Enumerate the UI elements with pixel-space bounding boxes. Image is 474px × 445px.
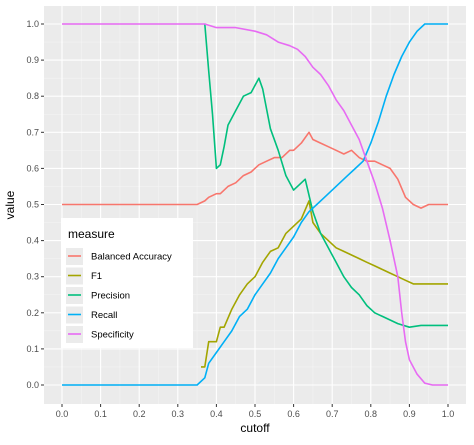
legend-item-precision: Precision <box>66 287 130 304</box>
series-line-balanced-accuracy <box>62 131 448 209</box>
y-axis: 0.0 0.1 0.2 0.3 0.4 0.5 0.6 0.7 0.8 0.9 1.0 <box>26 19 44 390</box>
x-tick-label: 0.2 <box>133 409 146 419</box>
x-tick-label: 0.0 <box>56 409 69 419</box>
legend-item-specificity: Specificity <box>66 326 134 343</box>
series-line-precision <box>204 23 448 328</box>
x-axis-label: cutoff <box>240 421 270 435</box>
x-tick-label: 0.8 <box>365 409 378 419</box>
series-line-recall <box>62 23 448 386</box>
y-tick-label: 0.5 <box>26 200 39 210</box>
x-tick-label: 0.3 <box>172 409 185 419</box>
legend: measure Balanced Accuracy F1 Precision Reca… <box>61 218 193 348</box>
legend-items: Balanced Accuracy F1 Precision Recall Specif… <box>66 248 172 343</box>
y-tick-label: 1.0 <box>26 19 39 29</box>
legend-label: Specificity <box>91 330 134 341</box>
x-tick-label: 0.4 <box>210 409 223 419</box>
x-tick-label: 0.1 <box>94 409 107 419</box>
y-tick-label: 0.7 <box>26 127 39 137</box>
x-tick-label: 0.5 <box>249 409 262 419</box>
legend-item-recall: Recall <box>66 306 117 324</box>
y-axis-label: value <box>3 190 17 219</box>
legend-label: Balanced Accuracy <box>91 252 172 263</box>
legend-label: Recall <box>91 310 117 321</box>
y-tick-label: 0.4 <box>26 236 39 246</box>
x-tick-label: 0.9 <box>403 409 416 419</box>
series-lines <box>62 23 448 386</box>
y-tick-label: 0.1 <box>26 344 39 354</box>
y-tick-label: 0.0 <box>26 380 39 390</box>
y-tick-label: 0.6 <box>26 163 39 173</box>
legend-title: measure <box>68 227 115 241</box>
x-axis: 0.0 0.1 0.2 0.3 0.4 0.5 0.6 0.7 0.8 0.9 1.0 <box>56 404 455 419</box>
legend-label: Precision <box>91 291 130 302</box>
x-tick-label: 1.0 <box>442 409 455 419</box>
y-tick-label: 0.2 <box>26 308 39 318</box>
y-tick-label: 0.3 <box>26 272 39 282</box>
series-line-specificity <box>62 23 448 386</box>
legend-item-balanced-accuracy: Balanced Accuracy <box>66 248 172 265</box>
y-tick-label: 0.8 <box>26 91 39 101</box>
y-tick-label: 0.9 <box>26 55 39 65</box>
legend-item-f1: F1 <box>66 267 102 285</box>
x-tick-label: 0.7 <box>326 409 339 419</box>
series-line-f1 <box>201 200 448 368</box>
x-tick-label: 0.6 <box>287 409 300 419</box>
legend-label: F1 <box>91 271 102 282</box>
